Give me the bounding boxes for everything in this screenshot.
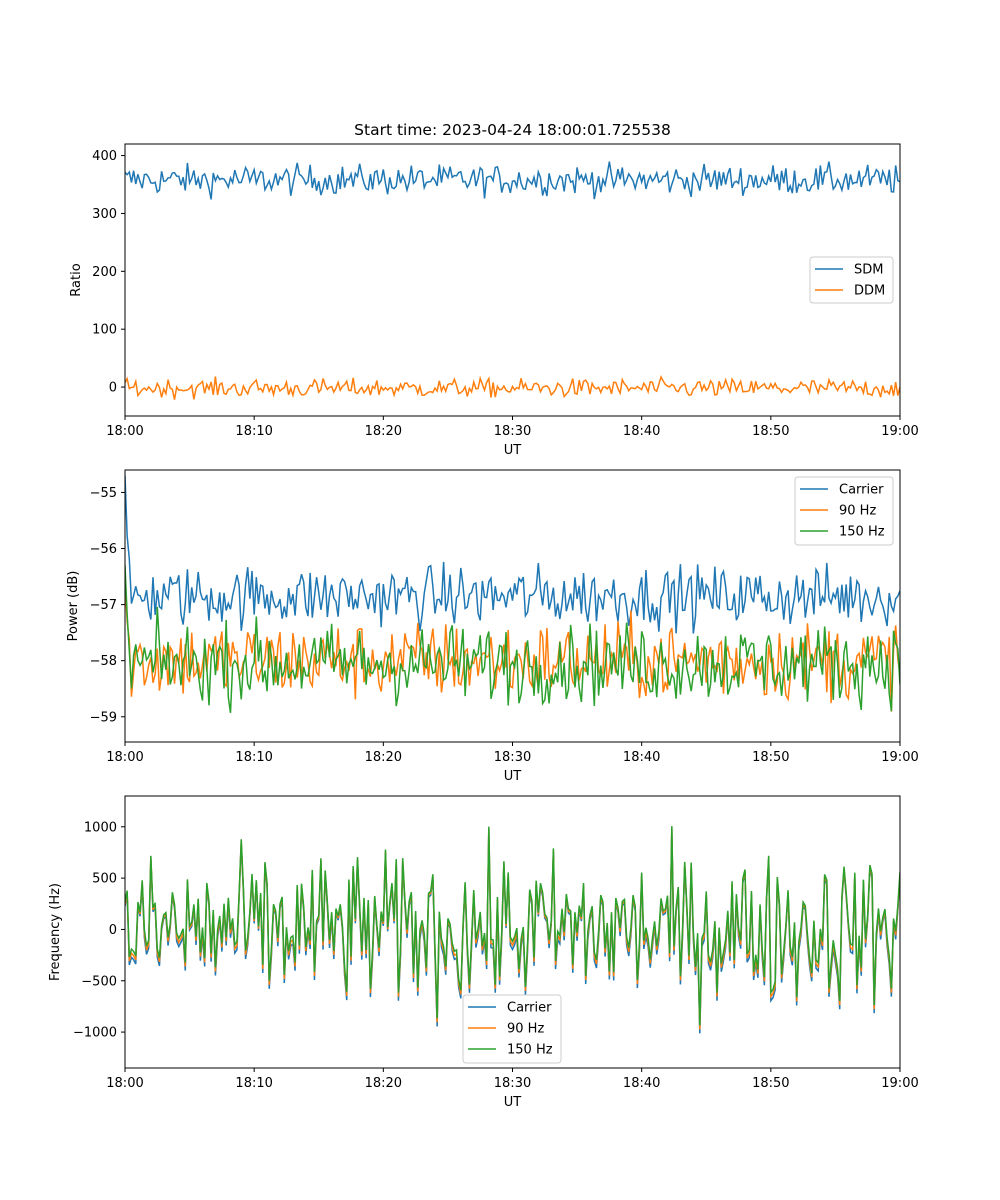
x-tick-label: 18:10 — [235, 1076, 272, 1091]
x-tick-label: 18:10 — [235, 424, 272, 439]
legend-label: 150 Hz — [507, 1043, 553, 1058]
y-tick-label: 300 — [92, 207, 117, 222]
y-axis-label: Frequency (Hz) — [48, 883, 63, 981]
y-tick-label: −1000 — [73, 1026, 117, 1041]
y-tick-label: 0 — [109, 923, 117, 938]
y-tick-label: 200 — [92, 265, 117, 280]
y-tick-label: −59 — [90, 710, 117, 725]
y-tick-label: 0 — [109, 381, 117, 396]
series-line-sdm — [125, 161, 900, 200]
x-tick-label: 18:40 — [623, 1076, 660, 1091]
y-tick-label: −58 — [90, 654, 117, 669]
legend-box — [462, 994, 562, 1064]
x-tick-label: 18:50 — [752, 750, 789, 765]
chart-3: 18:00 18:10 18:20 18:30 18:40 18:50 19:00 −1000… — [48, 795, 919, 1110]
legend-label: 90 Hz — [839, 504, 876, 519]
legend-label: DDM — [854, 284, 885, 299]
legend: Carrier 90 Hz 150 Hz — [794, 476, 894, 546]
x-tick-label: 19:00 — [881, 1076, 918, 1091]
x-tick-label: 19:00 — [881, 750, 918, 765]
y-axis-label: Ratio — [69, 263, 84, 296]
x-tick-label: 18:20 — [365, 424, 402, 439]
legend-label: SDM — [854, 263, 883, 278]
legend-label: 150 Hz — [839, 525, 885, 540]
series-line-carrier — [125, 830, 900, 1034]
legend-box — [794, 476, 894, 546]
x-tick-label: 18:00 — [106, 750, 143, 765]
legend: Carrier 90 Hz 150 Hz — [462, 994, 562, 1064]
x-tick-label: 18:20 — [365, 1076, 402, 1091]
legend-label: Carrier — [507, 1001, 552, 1016]
x-tick-label: 18:30 — [494, 1076, 531, 1091]
series-line-ddm — [125, 375, 900, 400]
series-line-150-hz — [125, 565, 900, 713]
x-axis-label: UT — [504, 1095, 522, 1110]
chart-title: Start time: 2023-04-24 18:00:01.725538 — [354, 121, 671, 139]
x-tick-label: 18:10 — [235, 750, 272, 765]
series-line-90-hz — [125, 828, 900, 1030]
x-tick-label: 18:40 — [623, 424, 660, 439]
x-tick-label: 18:50 — [752, 424, 789, 439]
x-tick-label: 18:00 — [106, 1076, 143, 1091]
x-tick-label: 18:30 — [494, 424, 531, 439]
y-tick-label: −56 — [90, 542, 117, 557]
y-tick-label: 500 — [92, 872, 117, 887]
y-tick-label: −55 — [90, 486, 117, 501]
x-tick-label: 18:40 — [623, 750, 660, 765]
chart-2: 18:00 18:10 18:20 18:30 18:40 18:50 19:00 −59 −5… — [66, 469, 919, 784]
y-tick-label: −57 — [90, 598, 117, 613]
x-tick-label: 18:00 — [106, 424, 143, 439]
chart-1: 18:00 18:10 18:20 18:30 18:40 18:50 19:00 0 100 2… — [69, 121, 919, 458]
series-line-150-hz — [125, 826, 900, 1026]
y-tick-label: 400 — [92, 149, 117, 164]
series-line-90-hz — [125, 582, 900, 712]
legend-label: 90 Hz — [507, 1022, 544, 1037]
x-tick-label: 18:30 — [494, 750, 531, 765]
series-line-carrier — [125, 475, 900, 634]
x-axis-label: UT — [504, 443, 522, 458]
x-tick-label: 19:00 — [881, 424, 918, 439]
y-tick-label: −500 — [81, 974, 117, 989]
x-tick-label: 18:20 — [365, 750, 402, 765]
x-axis-label: UT — [504, 769, 522, 784]
legend: SDM DDM — [809, 256, 894, 304]
y-tick-label: 100 — [92, 323, 117, 338]
legend-label: Carrier — [839, 483, 884, 498]
y-axis-label: Power (dB) — [66, 571, 81, 642]
y-tick-label: 1000 — [84, 820, 117, 835]
plot-frame — [124, 469, 901, 743]
x-tick-label: 18:50 — [752, 1076, 789, 1091]
